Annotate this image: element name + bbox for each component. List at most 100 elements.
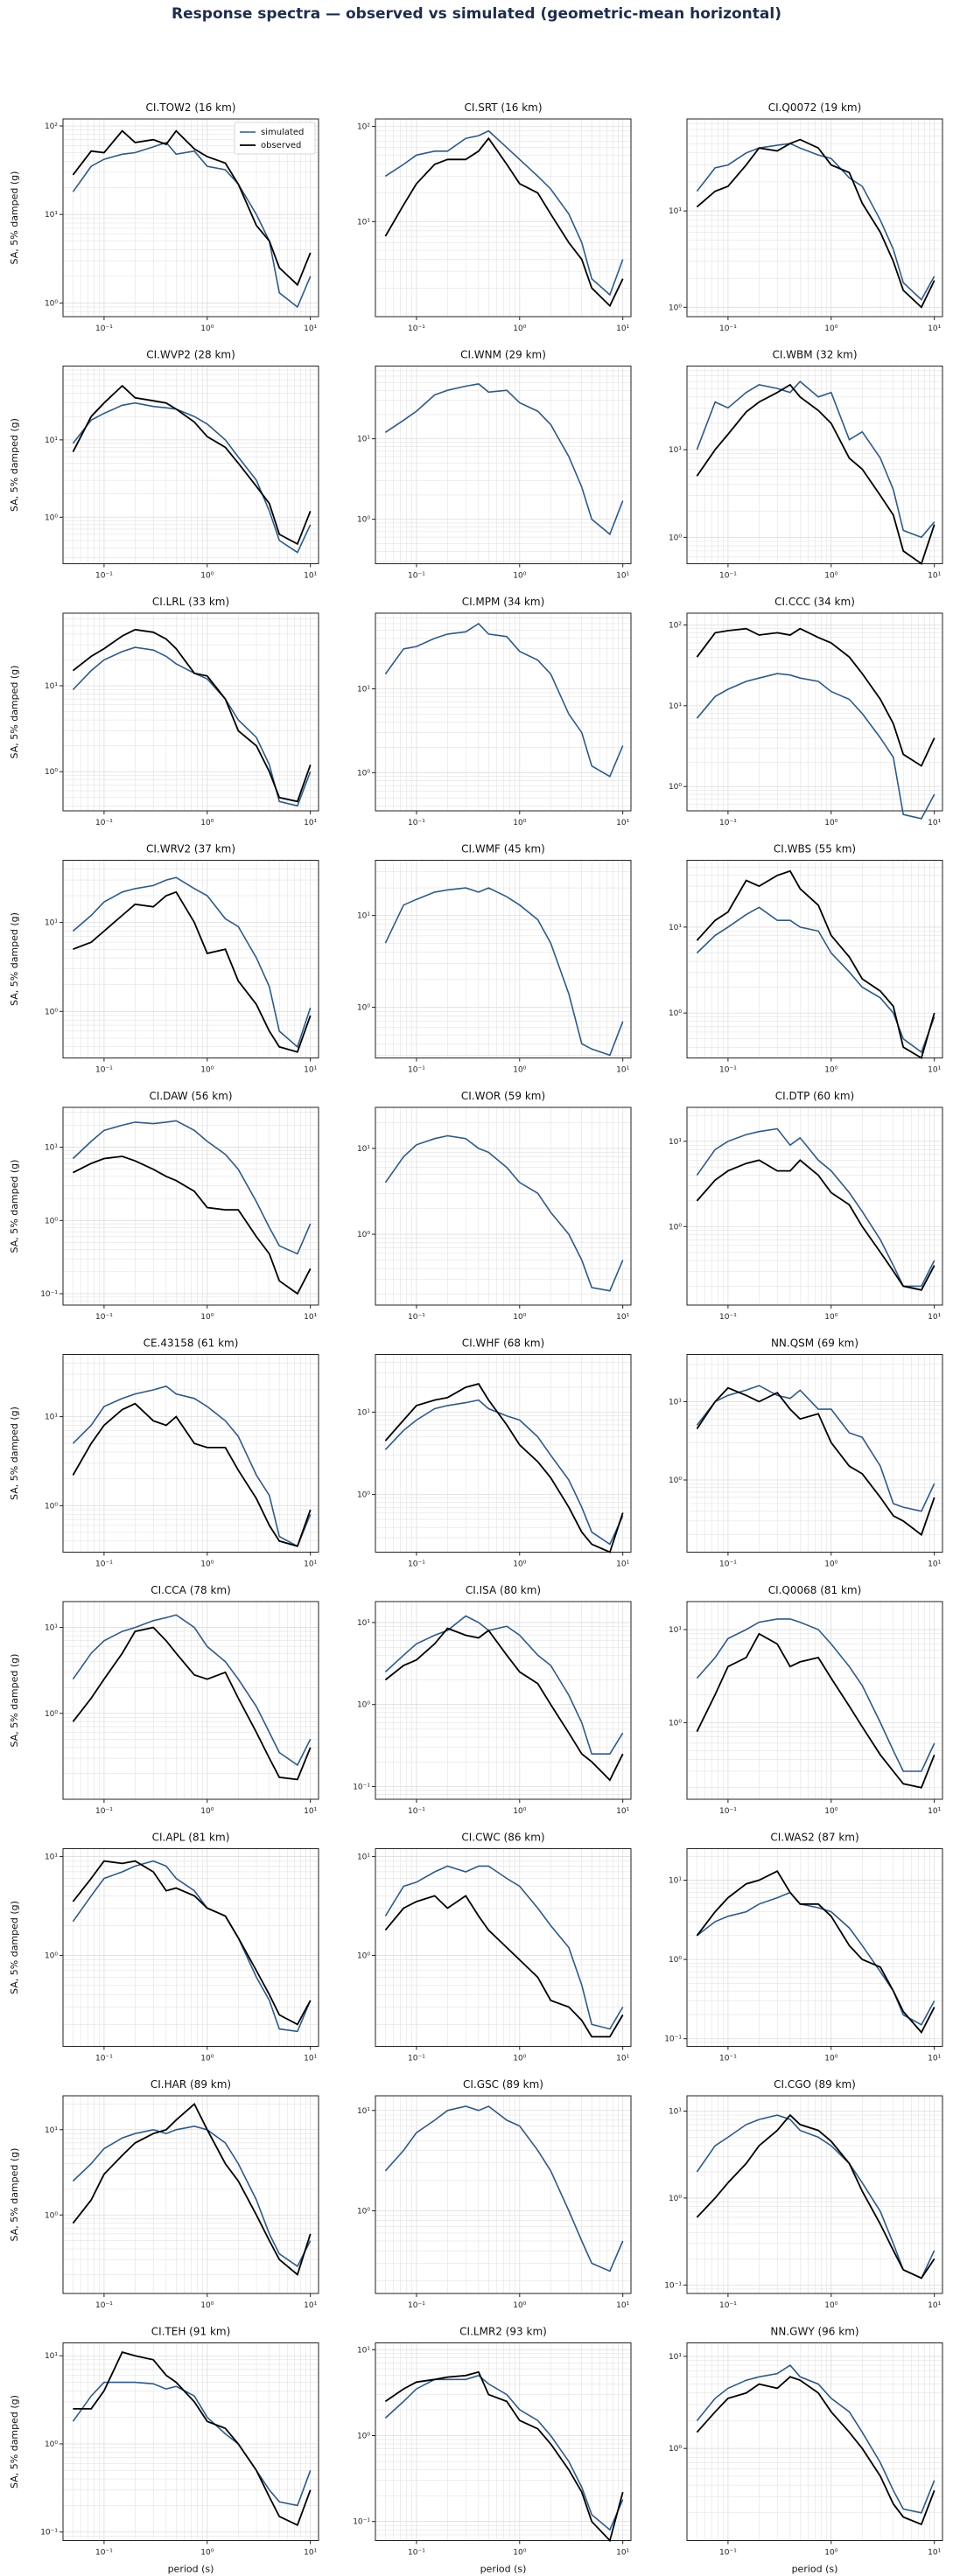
plot-frame — [62, 1848, 319, 2047]
x-tick-label: 10⁻¹ — [408, 2549, 425, 2558]
plot-frame — [375, 1601, 632, 1800]
panel-21: CI.Q0068 (81 km) 10⁰ 10¹ 10⁻¹ 10⁰ 10¹ — [669, 1584, 943, 1816]
y-axis-label: SA, 5% damped (g) — [9, 912, 20, 1006]
y-tick-label: 10⁰ — [669, 1956, 682, 1965]
x-tick-label: 10¹ — [304, 325, 317, 333]
simulated-line — [696, 380, 935, 539]
plot-frame — [62, 118, 319, 318]
panel-title: NN.GWY (96 km) — [770, 2326, 858, 2338]
x-tick-label: 10⁰ — [513, 1066, 526, 1075]
x-tick-label: 10⁻¹ — [719, 1807, 737, 1816]
y-axis-label: SA, 5% damped (g) — [9, 418, 20, 512]
x-tick-label: 10⁻¹ — [408, 325, 425, 333]
observed-line — [696, 1159, 935, 1291]
observed-line — [72, 1860, 312, 2026]
y-tick-label: 10⁻¹ — [353, 2518, 370, 2527]
y-tick-label: 10² — [45, 122, 58, 131]
simulated-line — [72, 2125, 312, 2268]
figure-title: Response spectra — observed vs simulated… — [172, 5, 781, 23]
plot-frame — [375, 1354, 632, 1553]
panel-7: CI.LRL (33 km) 10⁰ 10¹ 10⁻¹ 10⁰ 10¹ SA, 5% dam… — [9, 596, 319, 827]
simulated-line — [384, 2374, 624, 2531]
x-tick-label: 10⁰ — [200, 819, 214, 827]
observed-line — [384, 1895, 624, 2038]
plot-frame — [62, 2095, 319, 2294]
observed-line — [384, 1383, 624, 1553]
x-tick-label: 10⁻¹ — [408, 572, 425, 581]
panel-title: CI.WHF (68 km) — [462, 1337, 544, 1350]
x-tick-label: 10⁻¹ — [408, 819, 425, 827]
observed-line — [72, 2102, 312, 2276]
x-tick-label: 10¹ — [304, 2301, 317, 2310]
observed-line — [696, 2113, 935, 2279]
y-tick-label: 10¹ — [357, 1619, 370, 1628]
y-tick-label: 10⁰ — [669, 1009, 682, 1018]
plot-frame — [686, 2342, 943, 2541]
x-tick-label: 10¹ — [928, 1560, 941, 1569]
panel-title: CI.DAW (56 km) — [149, 1090, 232, 1102]
y-tick-label: 10¹ — [357, 1145, 370, 1154]
simulated-line — [72, 1120, 312, 1255]
y-tick-label: 10¹ — [45, 1414, 58, 1422]
x-tick-label: 10¹ — [928, 2549, 941, 2558]
y-tick-label: 10⁻¹ — [40, 1290, 58, 1299]
x-tick-label: 10⁻¹ — [408, 1807, 425, 1816]
panel-12: CI.WBS (55 km) 10⁰ 10¹ 10⁻¹ 10⁰ 10¹ — [669, 843, 943, 1075]
x-tick-label: 10¹ — [928, 325, 941, 333]
x-tick-label: 10⁻¹ — [95, 819, 113, 827]
plot-frame — [62, 860, 319, 1058]
panel-title: CI.CGO (89 km) — [774, 2078, 856, 2091]
y-tick-label: 10⁰ — [45, 1951, 58, 1960]
y-tick-label: 10¹ — [357, 686, 370, 695]
x-tick-label: 10⁰ — [824, 1066, 837, 1075]
legend-simulated-label: simulated — [261, 128, 304, 137]
plot-frame — [686, 1354, 943, 1553]
x-axis-label: period (s) — [480, 2564, 527, 2575]
x-tick-label: 10⁰ — [513, 1807, 526, 1816]
panel-title: CI.WAS2 (87 km) — [770, 1832, 858, 1844]
panel-title: CI.WRV2 (37 km) — [146, 843, 235, 855]
y-tick-label: 10⁰ — [357, 1951, 370, 1960]
x-tick-label: 10¹ — [616, 1560, 629, 1569]
panel-14: CI.WOR (59 km) 10⁰ 10¹ 10⁻¹ 10⁰ 10¹ — [357, 1090, 632, 1322]
x-tick-label: 10⁻¹ — [408, 1066, 425, 1075]
y-tick-label: 10⁰ — [45, 1008, 58, 1016]
x-tick-label: 10¹ — [928, 2301, 941, 2310]
x-tick-label: 10⁻¹ — [719, 2055, 737, 2063]
y-tick-label: 10¹ — [357, 218, 370, 227]
observed-line — [72, 628, 312, 803]
y-tick-label: 10¹ — [357, 2107, 370, 2116]
panel-title: NN.QSM (69 km) — [771, 1337, 858, 1350]
observed-line — [72, 1402, 312, 1547]
y-tick-label: 10¹ — [669, 1626, 682, 1635]
panel-26: CI.GSC (89 km) 10⁰ 10¹ 10⁻¹ 10⁰ 10¹ — [357, 2078, 632, 2310]
panel-title: CI.WVP2 (28 km) — [146, 349, 235, 361]
x-tick-label: 10⁻¹ — [408, 2055, 425, 2063]
x-tick-label: 10⁻¹ — [95, 572, 113, 581]
x-tick-label: 10⁰ — [200, 2301, 214, 2310]
y-axis-label: SA, 5% damped (g) — [9, 1160, 20, 1253]
panel-title: CI.LMR2 (93 km) — [459, 2326, 547, 2338]
y-tick-label: 10² — [357, 123, 370, 132]
x-tick-label: 10⁰ — [824, 1807, 837, 1816]
simulated-line — [384, 1615, 624, 1755]
panel-27: CI.CGO (89 km) 10⁻¹ 10⁰ 10¹ 10⁻¹ 10⁰ 10¹ — [664, 2078, 943, 2310]
x-tick-label: 10⁻¹ — [95, 2549, 113, 2558]
y-tick-label: 10⁰ — [669, 304, 682, 312]
x-tick-label: 10⁰ — [513, 2301, 526, 2310]
y-tick-label: 10⁰ — [669, 1223, 682, 1232]
observed-line — [384, 136, 624, 308]
x-tick-label: 10⁰ — [513, 819, 526, 827]
plot-frame — [62, 1354, 319, 1553]
y-tick-label: 10¹ — [45, 1624, 58, 1633]
x-tick-label: 10¹ — [928, 1807, 941, 1816]
y-tick-label: 10⁰ — [45, 768, 58, 777]
y-tick-label: 10⁰ — [669, 2195, 682, 2203]
x-tick-label: 10¹ — [304, 1560, 317, 1569]
observed-line — [696, 627, 935, 767]
x-tick-label: 10⁰ — [513, 1560, 526, 1569]
y-tick-label: 10¹ — [45, 919, 58, 928]
panel-20: CI.ISA (80 km) 10⁻¹ 10⁰ 10¹ 10⁻¹ 10⁰ 10¹ — [353, 1584, 632, 1816]
y-tick-label: 10¹ — [45, 682, 58, 691]
y-tick-label: 10⁻¹ — [353, 1783, 370, 1791]
